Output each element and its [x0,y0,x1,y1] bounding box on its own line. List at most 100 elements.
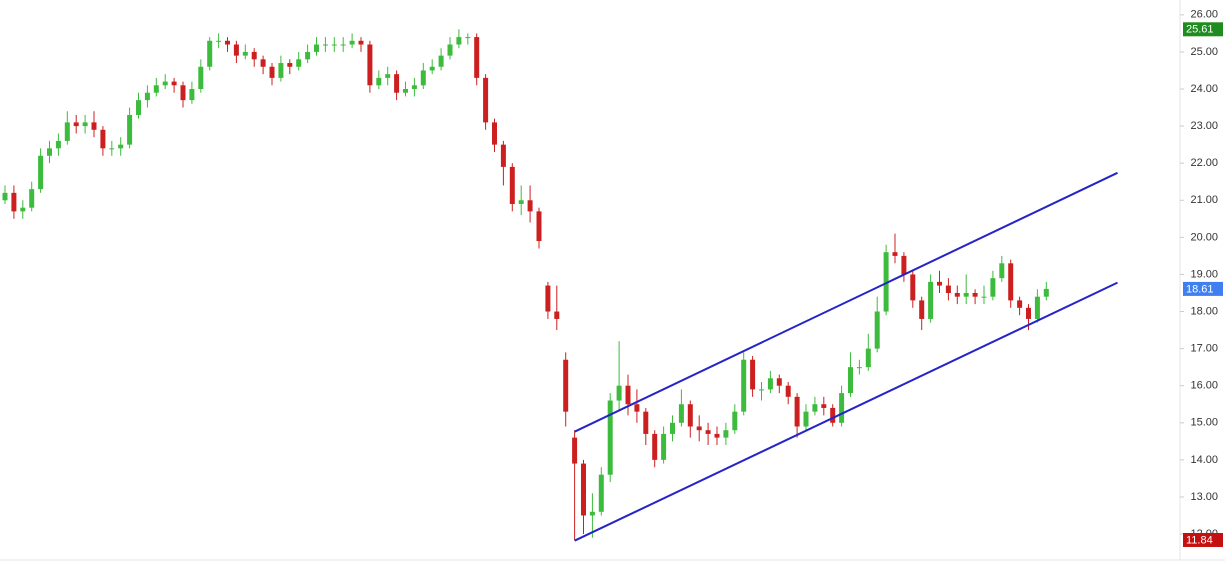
candle-body [759,389,764,391]
price-marker [1183,281,1223,296]
candle-body [643,411,649,434]
candle-body [812,404,818,412]
candle-body [394,74,400,93]
candle-body [127,114,133,145]
candle-body [678,404,684,423]
candle-body [1026,307,1031,319]
price-marker [1183,22,1223,37]
candle-body [732,411,738,431]
candle-body [216,40,222,42]
candle-body [963,292,969,297]
candle-body [1043,288,1049,297]
candle-body [287,63,293,67]
candle-body [527,200,533,212]
candle-body [136,100,141,115]
candle-body [865,348,871,368]
candle-body [874,311,880,349]
candle-body [144,92,150,101]
candle-body [82,122,88,127]
candle-body [305,51,311,60]
price-marker-label: 11.84 [1186,534,1213,546]
candle-body [928,281,934,319]
candle-body [892,252,898,256]
candle-body [429,66,435,71]
y-tick-label: 20.00 [1190,231,1218,243]
candle-body [563,359,569,412]
candle-body [207,40,213,67]
candle-body [883,252,889,312]
candle-body [340,44,346,46]
candle-body [251,51,257,60]
candle-body [509,166,515,204]
candle-body [55,140,61,149]
candle-body [723,430,729,438]
candle-body [385,74,391,78]
y-tick-label: 17.00 [1190,343,1218,355]
candle-body [1017,300,1023,308]
candle-body [910,274,916,301]
candle-body [901,255,907,275]
candle-body [47,148,52,156]
y-tick-label: 16.00 [1190,380,1218,392]
candle-body [349,40,355,45]
candle-body [358,40,364,45]
candle-body [803,411,809,427]
candle-body [581,463,586,516]
candle-body [500,144,506,167]
candle-body [2,192,8,201]
candle-body [447,44,453,56]
candle-body [607,400,613,475]
y-tick-label: 24.00 [1190,83,1218,95]
candle-body [100,129,106,149]
candle-body [109,148,115,150]
candle-body [848,367,853,394]
candle-body [64,122,70,141]
candle-body [180,85,186,101]
candle-body [189,89,195,101]
y-tick-label: 26.00 [1190,9,1218,21]
candle-body [1008,263,1014,301]
candle-body [856,367,862,369]
candle-body [483,77,489,123]
candle-body [767,378,773,390]
candle-body [162,81,168,86]
y-tick-label: 25.00 [1190,46,1218,58]
candle-body [634,404,640,412]
candle-body [652,433,658,460]
candle-body [776,378,782,386]
candle-body [670,422,675,434]
candle-body [972,292,978,297]
candle-body [225,40,230,45]
y-tick-label: 13.00 [1190,491,1218,503]
candle-body [20,207,26,212]
candle-body [367,44,373,86]
candle-body [990,278,996,297]
candle-body [714,433,720,438]
candle-body [153,85,159,93]
candle-body [919,300,925,319]
candle-body [661,433,667,460]
y-tick-label: 23.00 [1190,120,1218,132]
candle-body [11,192,17,212]
candle-body [296,59,302,67]
candle-body [29,189,35,208]
y-tick-label: 21.00 [1190,194,1218,206]
candle-body [38,155,44,190]
price-marker [1183,532,1223,547]
candle-body [536,211,542,242]
candle-body [741,359,747,412]
candle-body [625,385,631,405]
candle-body [260,59,266,67]
candle-body [242,51,248,56]
candle-body [830,407,836,423]
candle-body [118,144,124,149]
candle-body [492,122,497,145]
candle-body [696,426,702,431]
candle-body [474,37,480,78]
price-marker-label: 18.61 [1186,283,1214,295]
candle-body [572,437,578,464]
candle-body [322,44,328,46]
trendline [574,171,1118,433]
candle-body [589,511,595,516]
